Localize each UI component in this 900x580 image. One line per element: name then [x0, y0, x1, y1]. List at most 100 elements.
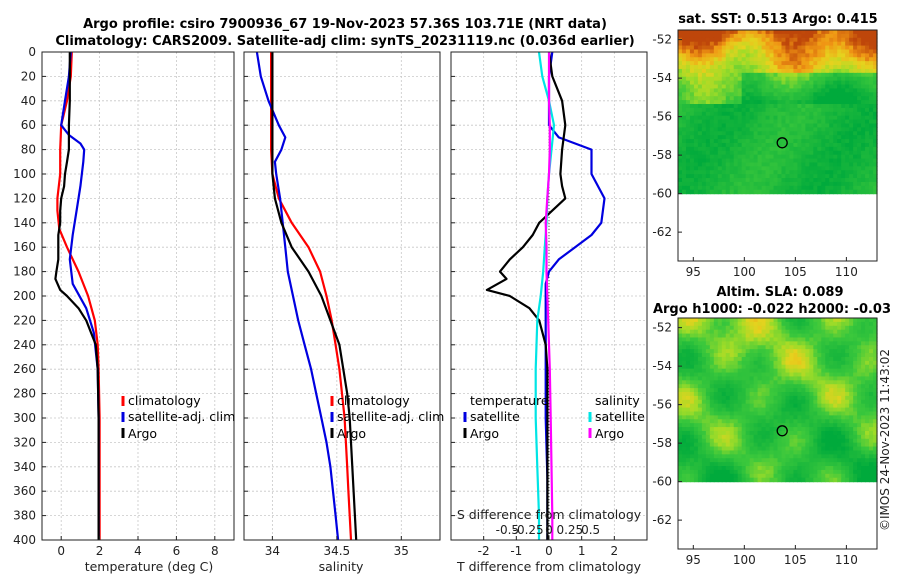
heatmap-cell: [833, 462, 838, 467]
heatmap-cell: [721, 142, 727, 148]
heatmap-cell: [845, 68, 850, 74]
heatmap-cell: [821, 376, 826, 381]
heatmap-cell: [845, 368, 850, 374]
heatmap-cell: [845, 37, 850, 43]
heatmap-cell: [789, 469, 795, 475]
heatmap-cell: [857, 403, 862, 409]
heatmap-cell: [713, 119, 719, 125]
heatmap-cell: [733, 92, 739, 97]
heatmap-cell: [805, 466, 810, 471]
heatmap-cell: [833, 76, 838, 82]
heatmap-cell: [749, 430, 755, 436]
heatmap-cell: [693, 154, 699, 160]
y-tick-label: 60: [21, 118, 36, 132]
heatmap-cell: [765, 395, 771, 401]
heatmap-cell: [793, 100, 798, 105]
heatmap-cell: [709, 364, 715, 370]
heatmap-cell: [685, 154, 691, 160]
heatmap-cell: [705, 119, 711, 125]
heatmap-cell: [705, 30, 711, 35]
heatmap-cell: [873, 430, 878, 436]
heatmap-cell: [761, 96, 767, 101]
heatmap-cell: [817, 430, 822, 436]
heatmap-cell: [833, 88, 838, 93]
heatmap-cell: [813, 170, 818, 175]
heatmap-cell: [777, 111, 783, 117]
heatmap-cell: [709, 360, 715, 366]
heatmap-cell: [689, 166, 695, 171]
heatmap-cell: [841, 333, 846, 339]
heatmap-cell: [729, 61, 735, 66]
heatmap-cell: [681, 115, 687, 121]
heatmap-cell: [845, 162, 850, 167]
heatmap-cell: [833, 384, 838, 389]
heatmap-cell: [697, 329, 703, 335]
heatmap-cell: [793, 446, 798, 452]
heatmap-cell: [749, 92, 755, 97]
heatmap-cell: [701, 178, 707, 183]
heatmap-cell: [693, 88, 699, 93]
heatmap-cell: [713, 41, 719, 47]
heatmap-cell: [865, 100, 870, 105]
heatmap-cell: [721, 430, 727, 436]
heatmap-cell: [821, 360, 826, 366]
heatmap-cell: [733, 123, 739, 128]
heatmap-cell: [813, 395, 818, 401]
heatmap-cell: [813, 115, 818, 121]
heatmap-cell: [701, 384, 707, 389]
heatmap-cell: [833, 181, 838, 187]
heatmap-cell: [689, 107, 695, 113]
heatmap-cell: [769, 329, 775, 335]
heatmap-cell: [693, 427, 699, 432]
heatmap-cell: [809, 477, 814, 483]
heatmap-cell: [861, 384, 866, 389]
heatmap-cell: [725, 127, 731, 132]
heatmap-cell: [837, 450, 842, 455]
heatmap-cell: [829, 407, 834, 413]
heatmap-cell: [865, 185, 870, 191]
heatmap-cell: [841, 345, 846, 350]
heatmap-cell: [837, 37, 842, 43]
heatmap-cell: [777, 477, 783, 483]
heatmap-cell: [849, 76, 854, 82]
heatmap-cell: [813, 438, 818, 444]
heatmap-cell: [781, 139, 787, 144]
heatmap-cell: [801, 146, 806, 152]
heatmap-cell: [801, 430, 806, 436]
heatmap-cell: [745, 181, 751, 187]
heatmap-cell: [729, 380, 735, 385]
heatmap-cell: [721, 119, 727, 125]
heatmap-cell: [833, 166, 838, 171]
heatmap-cell: [821, 115, 826, 121]
heatmap-cell: [837, 454, 842, 459]
heatmap-cell: [861, 321, 866, 327]
heatmap-cell: [817, 115, 822, 121]
heatmap-cell: [765, 368, 771, 374]
heatmap-cell: [717, 395, 723, 401]
heatmap-cell: [709, 337, 715, 342]
heatmap-cell: [829, 318, 834, 323]
heatmap-cell: [773, 446, 779, 452]
heatmap-cell: [817, 341, 822, 346]
heatmap-cell: [817, 407, 822, 413]
heatmap-cell: [845, 119, 850, 125]
heatmap-cell: [761, 380, 767, 385]
heatmap-cell: [825, 450, 830, 455]
heatmap-cell: [773, 318, 779, 323]
heatmap-cell: [793, 104, 798, 109]
heatmap-cell: [693, 353, 699, 358]
heatmap-cell: [713, 321, 719, 327]
heatmap-cell: [813, 181, 818, 187]
heatmap-cell: [825, 329, 830, 335]
heatmap-cell: [737, 76, 743, 82]
heatmap-cell: [733, 388, 739, 393]
heatmap-cell: [857, 123, 862, 128]
heatmap-cell: [757, 178, 763, 183]
heatmap-cell: [865, 127, 870, 132]
title-line1: Argo profile: csiro 7900936_67 19-Nov-20…: [83, 17, 607, 32]
heatmap-cell: [733, 131, 739, 136]
heatmap-cell: [797, 337, 802, 342]
heatmap-cell: [737, 415, 743, 420]
heatmap-cell: [761, 142, 767, 148]
heatmap-cell: [861, 76, 866, 82]
